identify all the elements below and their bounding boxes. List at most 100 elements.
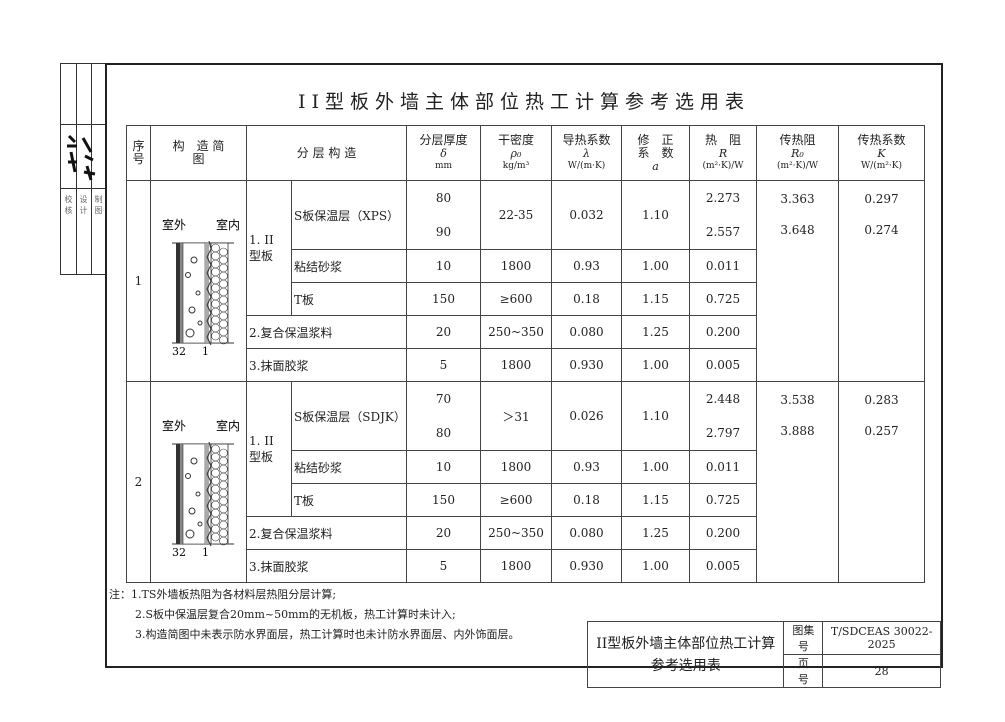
outside-label: 室外 (162, 418, 186, 433)
dimension-label: 1 (202, 546, 209, 556)
total-resistance-cell: 3.363 3.648 (756, 180, 839, 382)
header-total-resistance: 传热阻 R₀ (m²·K)/W (756, 125, 839, 181)
conductivity-cell: 0.18 (551, 483, 622, 517)
wall-section-diagram: 室外 室内 32 1 (162, 418, 240, 559)
page-label: 页 号 (783, 654, 824, 688)
density-cell: 250~350 (480, 315, 552, 349)
page-number: 28 (822, 654, 941, 688)
correction-cell: 1.10 (621, 381, 690, 451)
role-label: 校核 (64, 195, 73, 215)
thickness-cell: 5 (406, 348, 481, 382)
correction-cell: 1.25 (621, 315, 690, 349)
layer-name: T板 (291, 282, 407, 316)
seq-cell: 2 (126, 381, 151, 583)
resistance-cell: 2.273 2.557 (689, 180, 757, 250)
strip-column (61, 64, 77, 274)
transfer-coefficient-cell: 0.297 0.274 (838, 180, 925, 382)
header-diagram: 构 造 简 图 (150, 125, 247, 181)
header-conductivity: 导热系数 λ W/(m·K) (551, 125, 622, 181)
panel-type-cell: 1. II型板 (246, 180, 292, 316)
header-seq: 序号 (126, 125, 151, 181)
density-cell: 22-35 (480, 180, 552, 250)
header-density: 干密度 ρ₀ kg/m³ (480, 125, 552, 181)
layer-name: S板保温层（XPS） (291, 180, 407, 250)
conductivity-cell: 0.080 (551, 315, 622, 349)
inside-label: 室内 (216, 418, 240, 433)
thickness-cell: 150 (406, 483, 481, 517)
thickness-cell: 5 (406, 549, 481, 583)
resistance-cell: 2.448 2.797 (689, 381, 757, 451)
conductivity-cell: 0.930 (551, 549, 622, 583)
density-cell: 1800 (480, 348, 552, 382)
resistance-cell: 0.011 (689, 450, 757, 484)
density-cell: ≥600 (480, 282, 552, 316)
wall-layers (171, 441, 234, 546)
table-row: T板 150 ≥600 0.18 1.15 0.725 (127, 282, 925, 316)
transfer-coefficient-cell: 0.283 0.257 (838, 381, 925, 583)
thickness-cell: 20 (406, 516, 481, 550)
role-label: 设计 (79, 195, 88, 215)
note: 3.构造简图中未表示防水界面层，热工计算时也未计防水界面层、内外饰面层。 (135, 628, 520, 641)
layer-name: 2.复合保温浆料 (246, 315, 407, 349)
table-row: T板 150 ≥600 0.18 1.15 0.725 (127, 483, 925, 517)
density-cell: 1800 (480, 249, 552, 283)
strip-divider (61, 124, 105, 125)
resistance-cell: 0.725 (689, 282, 757, 316)
thickness-cell: 10 (406, 450, 481, 484)
correction-cell: 1.25 (621, 516, 690, 550)
resistance-cell: 0.005 (689, 348, 757, 382)
title-block-title: II型板外墙主体部位热工计算 参考选用表 (586, 621, 785, 688)
wall-section-diagram: 室外 室内 32 1 (162, 217, 240, 358)
notes: 注：1.TS外墙板热阻为各材料层热阻分层计算; 2.S板中保温层复合20mm~5… (109, 585, 520, 645)
correction-cell: 1.10 (621, 180, 690, 250)
thickness-cell: 70 80 (406, 381, 481, 451)
drawing-frame: II型板外墙主体部位热工计算参考选用表 序号 构 造 简 图 分 层 构 造 分… (105, 63, 943, 688)
table-row: 3.抹面胶浆 5 1800 0.930 1.00 0.005 (127, 549, 925, 583)
note: 2.S板中保温层复合20mm~50mm的无机板，热工计算时未计入; (135, 608, 456, 621)
atlas-label: 图集号 (783, 621, 824, 655)
dimension-label: 32 (172, 345, 186, 355)
header-transfer: 传热系数 K W/(m²·K) (838, 125, 925, 181)
density-cell: ＞31 (480, 381, 552, 451)
resistance-cell: 0.005 (689, 549, 757, 583)
signature-strip: 校核 设计 制图 (60, 63, 107, 275)
page-title: II型板外墙主体部位热工计算参考选用表 (297, 91, 750, 113)
total-resistance-cell: 3.538 3.888 (756, 381, 839, 583)
diagram-cell: 室外 室内 32 1 (150, 180, 247, 382)
thickness-cell: 10 (406, 249, 481, 283)
density-cell: ≥600 (480, 483, 552, 517)
layer-name: 2.复合保温浆料 (246, 516, 407, 550)
table-row: 粘结砂浆 10 1800 0.93 1.00 0.011 (127, 249, 925, 283)
seq-cell: 1 (126, 180, 151, 382)
resistance-cell: 0.200 (689, 516, 757, 550)
table-row: 2 室外 室内 32 1 1. II型板 S板保温层（SDJK） 70 80 ＞31 0.… (126, 381, 925, 583)
diagram-cell: 室外 室内 32 1 (150, 381, 247, 583)
dimension-label: 1 (202, 345, 209, 355)
resistance-cell: 0.200 (689, 315, 757, 349)
correction-cell: 1.00 (621, 249, 690, 283)
correction-cell: 1.15 (621, 483, 690, 517)
signature-image (67, 134, 96, 181)
layer-name: S板保温层（SDJK） (291, 381, 407, 451)
layer-name: T板 (291, 483, 407, 517)
wall-layers (171, 240, 234, 345)
conductivity-cell: 0.18 (551, 282, 622, 316)
thickness-cell: 150 (406, 282, 481, 316)
strip-divider (61, 188, 105, 189)
table-header: 序号 构 造 简 图 分 层 构 造 分层厚度 δ mm 干密度 ρ₀ kg/m³ 导热… (126, 125, 925, 181)
header-thickness: 分层厚度 δ mm (406, 125, 481, 181)
strip-column (76, 64, 92, 274)
conductivity-cell: 0.032 (551, 180, 622, 250)
header-layers: 分 层 构 造 (246, 125, 407, 181)
correction-cell: 1.00 (621, 348, 690, 382)
density-cell: 1800 (480, 450, 552, 484)
conductivity-cell: 0.026 (551, 381, 622, 451)
layer-name: 3.抹面胶浆 (246, 348, 407, 382)
resistance-cell: 0.011 (689, 249, 757, 283)
conductivity-cell: 0.93 (551, 450, 622, 484)
conductivity-cell: 0.930 (551, 348, 622, 382)
correction-cell: 1.00 (621, 450, 690, 484)
atlas-number: T/SDCEAS 30022-2025 (822, 621, 941, 655)
correction-cell: 1.15 (621, 282, 690, 316)
